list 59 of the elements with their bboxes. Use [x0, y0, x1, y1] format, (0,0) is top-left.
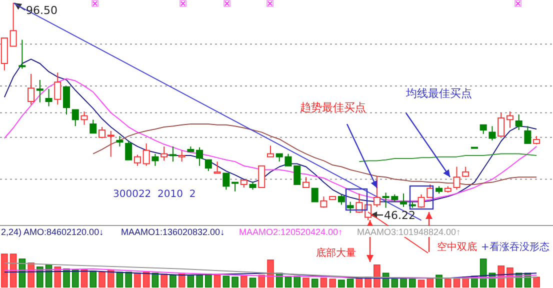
candlestick — [80, 110, 88, 126]
bar — [222, 276, 230, 288]
text: 空中双底 — [437, 241, 477, 253]
bar — [533, 276, 540, 288]
text: MAAMO3:101948824.00↑ — [357, 227, 461, 237]
bar — [284, 276, 292, 288]
bar — [320, 278, 328, 288]
chart-title: 2,24) AMO:84602120.00↓ — [1, 227, 104, 237]
bar — [418, 280, 425, 288]
bar — [258, 274, 266, 288]
bar — [107, 269, 114, 288]
bar — [311, 278, 318, 288]
bar — [98, 272, 106, 288]
bar — [196, 274, 203, 288]
annotation: 300022 2010 2 — [113, 189, 196, 200]
annotation: 46.22 — [384, 209, 416, 222]
annotation: 96.50 — [26, 4, 58, 17]
bar — [80, 269, 88, 288]
bar — [232, 276, 238, 288]
annotation: 底部大量 — [316, 247, 356, 259]
bar — [187, 274, 194, 288]
bar — [329, 278, 336, 288]
bar — [249, 278, 256, 288]
bar — [152, 272, 159, 288]
candlestick — [169, 146, 176, 162]
bar — [90, 270, 97, 288]
text: MAAMO2:120520424.00↑ — [239, 227, 343, 237]
bar — [178, 274, 186, 288]
bar — [1, 254, 8, 288]
bar — [214, 274, 221, 288]
bar — [338, 280, 345, 288]
bar — [444, 278, 452, 288]
bar — [400, 278, 407, 288]
annotation: 趋势最佳买点 — [300, 101, 366, 114]
bar — [160, 274, 168, 288]
bar — [205, 274, 212, 288]
bar — [170, 274, 176, 288]
bar — [346, 278, 354, 288]
bar — [294, 276, 301, 288]
candlestick — [45, 88, 52, 107]
bar — [409, 278, 416, 288]
bar — [125, 272, 132, 288]
bar — [480, 258, 487, 288]
bar — [116, 272, 124, 288]
bar — [374, 264, 380, 288]
bar — [391, 278, 398, 288]
bar — [267, 260, 274, 288]
text: +看涨吞没形态 — [481, 241, 550, 253]
annotation: 均线最佳买点 — [405, 87, 472, 100]
candlestick — [506, 110, 514, 128]
bar — [72, 269, 79, 288]
candlestick — [36, 79, 44, 103]
bar — [240, 276, 248, 288]
bar — [426, 278, 434, 288]
bar — [302, 278, 310, 288]
text: MAAMO1:136020832.00↓ — [121, 227, 225, 237]
bar — [134, 272, 141, 288]
candlestick — [116, 136, 124, 147]
bar — [436, 274, 442, 288]
